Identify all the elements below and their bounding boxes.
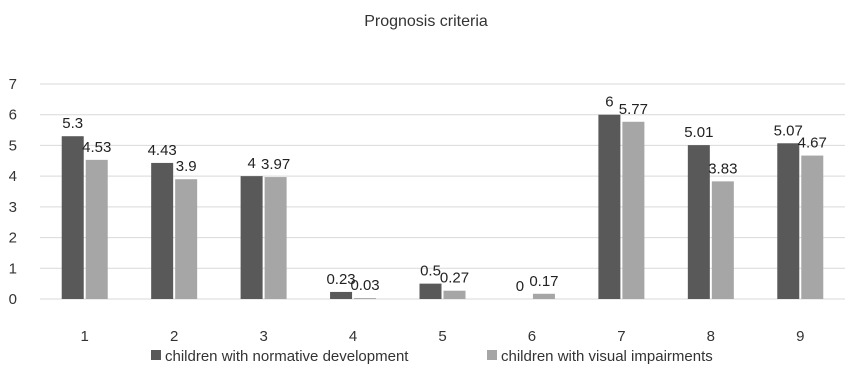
bar-series-2: [622, 122, 644, 299]
bar-series-1: [241, 176, 263, 299]
legend-swatch: [487, 350, 497, 360]
y-tick-label: 2: [9, 230, 17, 247]
bar-series-2: [86, 160, 108, 299]
data-label: 4.43: [148, 142, 177, 159]
y-tick-label: 6: [9, 107, 17, 124]
x-tick-label: 8: [707, 328, 715, 345]
data-label: 4.67: [798, 135, 827, 152]
bar-series-1: [420, 284, 442, 299]
bar-series-1: [151, 163, 173, 299]
bar-series-1: [62, 136, 84, 299]
x-tick-label: 5: [438, 328, 446, 345]
x-tick-label: 4: [349, 328, 357, 345]
y-tick-label: 0: [9, 291, 17, 308]
data-label: 3.9: [176, 158, 197, 175]
data-label: 5.01: [684, 124, 713, 141]
y-axis-ticks: 0 1 2 3 4 5 6 7: [9, 76, 17, 308]
chart-title: Prognosis criteria: [364, 13, 488, 30]
x-tick-label: 7: [617, 328, 625, 345]
data-label: 4: [247, 155, 255, 172]
data-label: 6: [605, 94, 613, 111]
x-tick-label: 3: [259, 328, 267, 345]
bar-series-2: [175, 179, 197, 299]
legend-label: children with visual impairments: [501, 348, 713, 365]
bar-series-1: [598, 115, 620, 299]
bar-series-2: [354, 298, 376, 299]
data-label: 5.3: [62, 115, 83, 132]
data-label: 0.17: [529, 273, 558, 290]
x-axis-ticks: 1 2 3 4 5 6 7 8 9: [81, 328, 805, 345]
data-label: 0: [516, 278, 524, 295]
x-tick-label: 9: [796, 328, 804, 345]
bar-series-1: [330, 292, 352, 299]
x-tick-label: 2: [170, 328, 178, 345]
x-tick-label: 6: [528, 328, 536, 345]
bar-series-1: [777, 143, 799, 299]
data-label: 0.03: [350, 277, 379, 294]
x-tick-label: 1: [81, 328, 89, 345]
y-tick-label: 7: [9, 76, 17, 93]
data-label: 0.5: [420, 263, 441, 280]
data-label: 4.53: [82, 139, 111, 156]
bar-series-2: [712, 181, 734, 299]
y-tick-label: 4: [9, 168, 17, 185]
data-label: 3.83: [708, 160, 737, 177]
bar-series-2: [444, 291, 466, 299]
data-label: 5.77: [619, 101, 648, 118]
legend-swatch: [151, 350, 161, 360]
bar-series-1: [688, 145, 710, 299]
bar-series-2: [265, 177, 287, 299]
legend-label: children with normative development: [165, 348, 409, 365]
y-tick-label: 3: [9, 199, 17, 216]
legend: children with normative development child…: [151, 348, 713, 365]
y-tick-label: 1: [9, 260, 17, 277]
bar-series-2: [801, 156, 823, 299]
bar-series-2: [533, 294, 555, 299]
y-tick-label: 5: [9, 137, 17, 154]
data-label: 3.97: [261, 156, 290, 173]
data-label: 0.27: [440, 270, 469, 287]
